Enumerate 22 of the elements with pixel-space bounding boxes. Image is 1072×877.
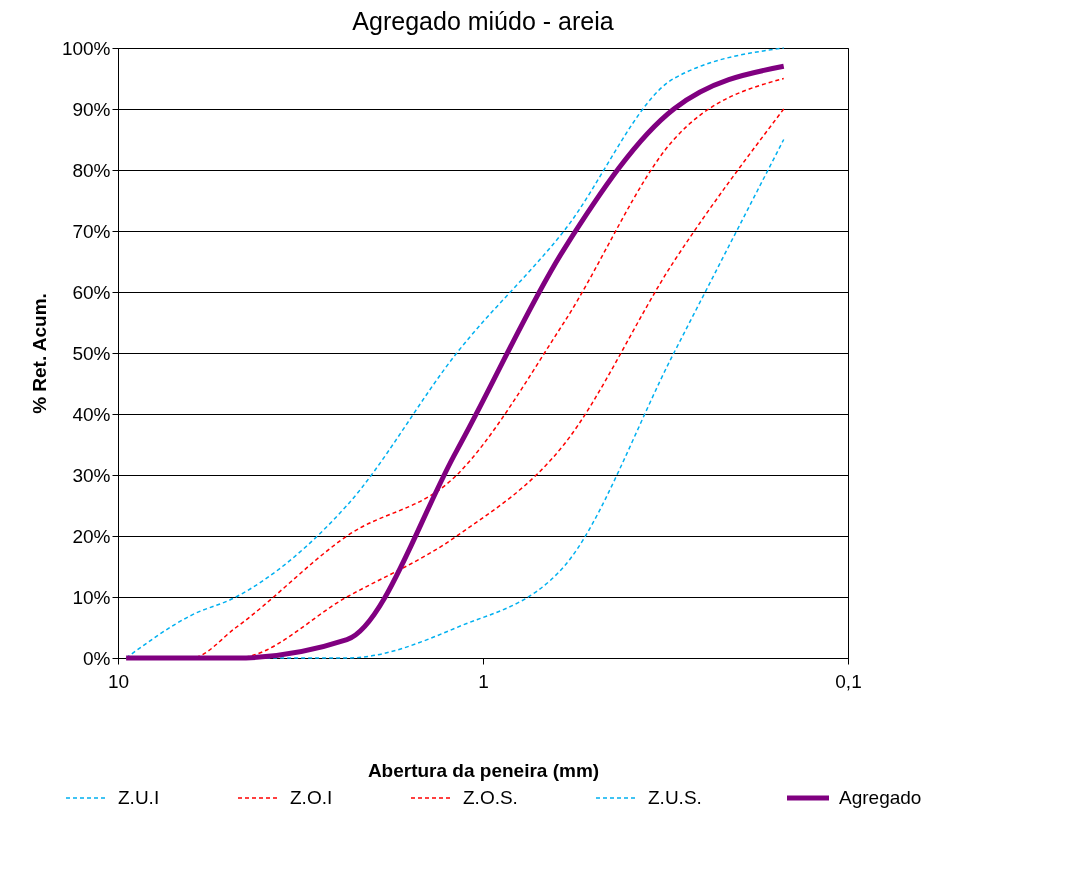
chart-title: Agregado miúdo - areia [352, 7, 614, 35]
y-tick-label: 70% [72, 220, 111, 242]
y-tick-label: 40% [72, 403, 111, 425]
legend-label: Z.O.I [290, 787, 333, 808]
y-tick-label: 80% [72, 159, 111, 181]
y-tick-label: 10% [72, 586, 111, 608]
legend-label: Z.O.S. [463, 787, 518, 808]
y-tick-label: 50% [72, 342, 111, 364]
x-axis-title: Abertura da peneira (mm) [367, 759, 600, 781]
x-tick-label: 1 [478, 670, 489, 692]
legend-label: Agregado [839, 787, 922, 808]
y-tick-label: 90% [72, 98, 111, 120]
y-tick-label: 30% [72, 464, 111, 486]
legend-label: Z.U.I [118, 787, 160, 808]
legend-label: Z.U.S. [648, 787, 702, 808]
y-axis-title: % Ret. Acum. [28, 293, 50, 414]
x-tick-label: 0,1 [835, 670, 862, 692]
y-tick-label: 20% [72, 525, 111, 547]
y-tick-label: 60% [72, 281, 111, 303]
y-tick-label: 100% [61, 37, 111, 59]
y-tick-label: 0% [83, 647, 111, 669]
x-tick-label: 10 [107, 670, 130, 692]
